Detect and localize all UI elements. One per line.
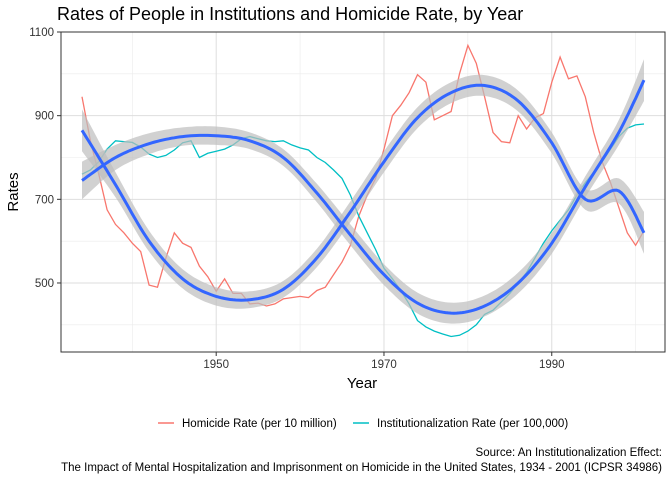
caption-line-2: The Impact of Mental Hospitalization and… <box>61 462 662 474</box>
x-tick-label: 1950 <box>203 359 229 371</box>
legend-label-institutionalization: Institutionalization Rate (per 100,000) <box>377 418 568 430</box>
y-tick-label: 500 <box>35 278 54 290</box>
series-line-institutionalization <box>81 123 645 338</box>
y-tick-label: 700 <box>35 194 54 206</box>
y-tick-label: 1100 <box>29 27 54 39</box>
x-tick-label: 1990 <box>539 359 565 371</box>
legend: Homicide Rate (per 10 million) Institutio… <box>158 418 568 430</box>
x-tick-label: 1970 <box>371 359 397 371</box>
series-line-homicide <box>81 43 645 307</box>
panel-border <box>60 31 666 353</box>
plot-panel <box>60 31 666 353</box>
chart-title: Rates of People in Institutions and Homi… <box>57 4 523 24</box>
x-axis-title: Year <box>347 375 377 392</box>
smooth-line-homicide <box>80 83 646 302</box>
y-axis-title: Rates <box>5 172 22 211</box>
caption-line-1: Source: An Institutionalization Effect: <box>476 447 662 459</box>
smooth-line-institutionalization <box>81 79 646 315</box>
legend-label-homicide: Homicide Rate (per 10 million) <box>182 418 337 430</box>
y-tick-label: 900 <box>35 111 54 123</box>
